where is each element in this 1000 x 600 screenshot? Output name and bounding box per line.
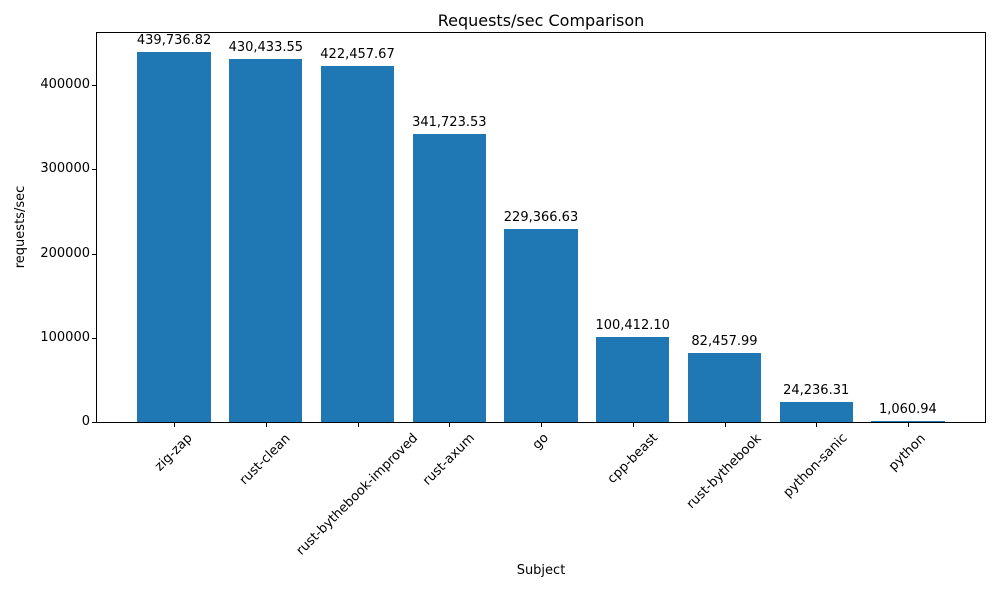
y-tick-label: 400000 <box>40 77 90 92</box>
y-tick-label: 100000 <box>40 329 90 345</box>
bar-rust-bythebook <box>687 352 762 422</box>
y-tick-mark <box>92 169 96 171</box>
x-tick-label: zig-zap <box>152 430 196 475</box>
x-tick-mark <box>724 423 726 427</box>
bar-value-label: 341,723.53 <box>412 115 487 131</box>
x-tick-mark <box>449 423 451 427</box>
x-tick-mark <box>907 423 909 427</box>
bar-rust-axum <box>412 134 486 422</box>
x-tick-label: go <box>529 430 552 453</box>
x-tick-mark <box>632 423 634 427</box>
bar-go <box>504 228 578 422</box>
bar-value-label: 439,736.82 <box>136 32 212 48</box>
x-tick-mark <box>174 423 176 427</box>
x-tick-label: rust-bythebook-improved <box>293 430 422 559</box>
bar-python-sanic <box>779 401 853 422</box>
y-tick-label: 0 <box>81 414 90 429</box>
x-tick-mark <box>357 423 359 427</box>
y-axis-label: requests/sec <box>13 185 28 269</box>
bar-value-label: 24,236.31 <box>783 382 850 398</box>
y-tick-mark <box>92 85 96 86</box>
bar-rust-bythebook-improved <box>320 66 395 422</box>
x-tick-label: cpp-beast <box>604 430 661 488</box>
bar-value-label: 1,060.94 <box>878 402 937 417</box>
y-tick-mark <box>92 337 96 339</box>
bar-zig-zap <box>137 51 211 422</box>
bar-value-label: 82,457.99 <box>691 333 758 349</box>
plot-area: 439,736.82 430,433.55 422,457.67 341,723.53… <box>96 32 986 423</box>
x-tick-label: rust-clean <box>237 430 294 488</box>
y-tick-mark <box>92 422 96 423</box>
x-tick-label: python-sanic <box>780 431 851 502</box>
x-axis-label: Subject <box>516 563 566 578</box>
bar-value-label: 100,412.10 <box>595 318 670 334</box>
bar-python <box>871 421 945 422</box>
x-tick-mark <box>816 423 818 427</box>
y-tick-label: 200000 <box>40 245 90 261</box>
x-tick-label: rust-bythebook <box>683 430 765 512</box>
bar-rust-clean <box>229 59 303 422</box>
y-tick-label: 300000 <box>40 161 90 177</box>
x-tick-label: rust-axum <box>419 431 478 489</box>
chart-title: Requests/sec Comparison <box>437 11 645 30</box>
bar-value-label: 229,366.63 <box>503 209 579 225</box>
bar-value-label: 422,457.67 <box>320 47 395 63</box>
y-tick-mark <box>92 253 96 255</box>
x-tick-mark <box>541 423 542 427</box>
x-tick-label: python <box>886 430 930 474</box>
bar-value-label: 430,433.55 <box>228 40 304 56</box>
bar-cpp-beast <box>596 337 670 422</box>
x-tick-mark <box>265 423 267 427</box>
